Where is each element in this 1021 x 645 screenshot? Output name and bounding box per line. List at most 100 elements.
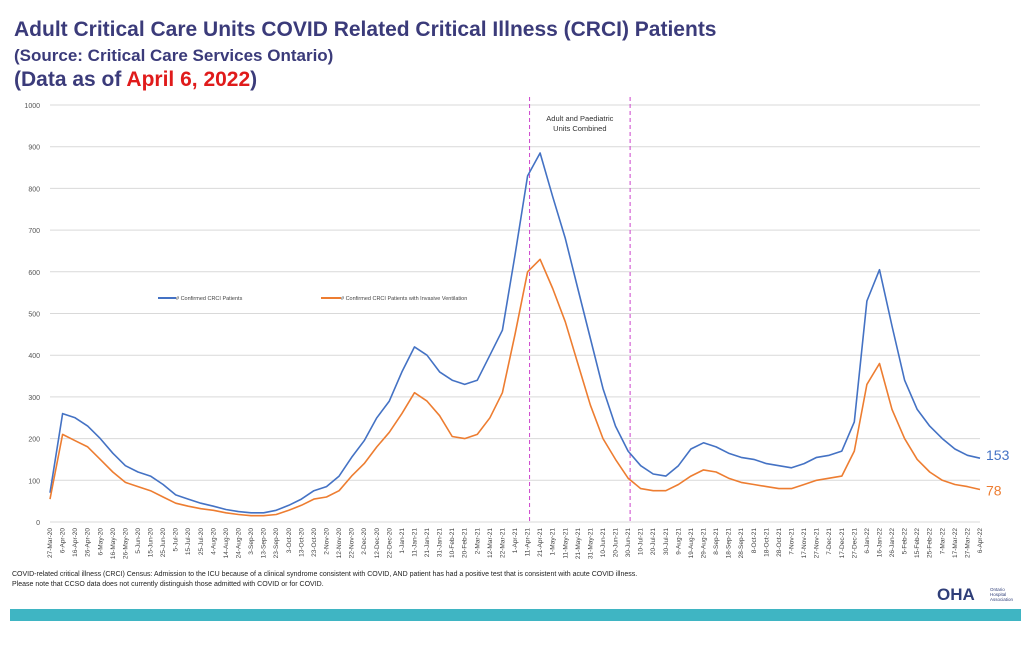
x-tick-label-20-Feb-21: 20-Feb-21	[462, 528, 469, 558]
y-tick-label-900: 900	[28, 145, 40, 152]
x-tick-label-29-Aug-21: 29-Aug-21	[701, 528, 708, 559]
x-tick-label-13-Oct-20: 13-Oct-20	[298, 528, 305, 557]
x-tick-label-17-Nov-21: 17-Nov-21	[801, 528, 808, 559]
grid-lines	[50, 104, 980, 523]
x-tick-label-2-Nov-20: 2-Nov-20	[323, 528, 330, 555]
end-value-confirmed: 153	[986, 447, 1010, 463]
x-tick-label-6-Apr-22: 6-Apr-22	[977, 528, 984, 554]
annotation-region: Adult and Paediatric Units Combined	[529, 97, 631, 522]
x-tick-label-12-Nov-20: 12-Nov-20	[336, 528, 343, 559]
x-tick-label-17-Dec-21: 17-Dec-21	[839, 528, 846, 559]
x-tick-label-17-Mar-22: 17-Mar-22	[952, 528, 959, 558]
x-tick-label-5-Jul-20: 5-Jul-20	[173, 528, 180, 552]
y-tick-label-700: 700	[28, 228, 40, 235]
x-tick-label-4-Aug-20: 4-Aug-20	[210, 528, 217, 555]
y-tick-label-500: 500	[28, 312, 40, 319]
asof-date: April 6, 2022	[126, 68, 251, 91]
x-tick-label-16-Apr-20: 16-Apr-20	[72, 528, 79, 557]
x-tick-label-31-May-21: 31-May-21	[587, 528, 594, 559]
x-tick-label-6-Jan-22: 6-Jan-22	[864, 528, 871, 554]
x-tick-label-16-May-20: 16-May-20	[110, 528, 117, 559]
x-tick-label-25-Jul-20: 25-Jul-20	[198, 528, 205, 555]
x-tick-label-7-Nov-21: 7-Nov-21	[788, 528, 795, 555]
x-tick-label-13-Sep-20: 13-Sep-20	[261, 528, 268, 559]
x-tick-label-5-Jun-20: 5-Jun-20	[135, 528, 142, 554]
asof-prefix: (Data as of	[14, 68, 127, 91]
x-tick-label-2-Mar-21: 2-Mar-21	[474, 528, 481, 555]
x-tick-label-2-Dec-20: 2-Dec-20	[361, 528, 368, 555]
x-tick-label-12-Mar-21: 12-Mar-21	[487, 528, 494, 558]
series-lines	[49, 152, 981, 517]
annotation-label-line2: Units Combined	[553, 124, 606, 133]
x-tick-label-22-Dec-20: 22-Dec-20	[386, 528, 393, 559]
x-tick-label-25-Jun-20: 25-Jun-20	[160, 528, 167, 558]
data-as-of: (Data as of April 6, 2022)	[14, 68, 257, 92]
x-tick-label-27-Nov-21: 27-Nov-21	[814, 528, 821, 559]
asof-suffix: )	[250, 68, 258, 91]
footnote-note: Please note that CCSO data does not curr…	[12, 581, 324, 588]
x-tick-label-10-Feb-21: 10-Feb-21	[449, 528, 456, 558]
x-tick-label-21-May-21: 21-May-21	[575, 528, 582, 559]
x-tick-label-20-Jul-21: 20-Jul-21	[650, 528, 657, 555]
x-tick-label-21-Apr-21: 21-Apr-21	[537, 528, 544, 557]
x-tick-label-1-May-21: 1-May-21	[550, 528, 557, 556]
x-tick-label-28-Oct-21: 28-Oct-21	[776, 528, 783, 557]
x-tick-label-11-Jan-21: 11-Jan-21	[411, 528, 418, 557]
x-tick-label-27-Mar-20: 27-Mar-20	[47, 528, 54, 558]
x-tick-label-5-Feb-22: 5-Feb-22	[902, 528, 909, 555]
y-tick-label-100: 100	[28, 478, 40, 485]
y-tick-label-300: 300	[28, 395, 40, 402]
x-tick-label-16-Jan-22: 16-Jan-22	[876, 528, 883, 558]
x-tick-label-18-Oct-21: 18-Oct-21	[763, 528, 770, 557]
y-tick-label-600: 600	[28, 270, 40, 277]
y-axis-ticks: 0 100 200 300 400 500 600 700 800 900 1000	[24, 103, 40, 527]
x-tick-label-19-Aug-21: 19-Aug-21	[688, 528, 695, 559]
x-tick-label-20-Jun-21: 20-Jun-21	[613, 528, 620, 558]
x-tick-label-7-Mar-22: 7-Mar-22	[939, 528, 946, 555]
x-tick-label-3-Oct-20: 3-Oct-20	[286, 528, 293, 554]
x-tick-label-15-Jun-20: 15-Jun-20	[148, 528, 155, 558]
x-tick-label-27-Mar-22: 27-Mar-22	[964, 528, 971, 558]
y-tick-label-1000: 1000	[24, 103, 40, 110]
x-tick-label-3-Sep-20: 3-Sep-20	[248, 528, 255, 555]
x-tick-label-25-Feb-22: 25-Feb-22	[927, 528, 934, 558]
x-tick-label-9-Aug-21: 9-Aug-21	[675, 528, 682, 555]
legend-label-confirmed: # Confirmed CRCI Patients	[176, 296, 243, 302]
y-tick-label-800: 800	[28, 186, 40, 193]
logo-line3: Association	[990, 597, 1014, 602]
x-tick-label-15-Feb-22: 15-Feb-22	[914, 528, 921, 558]
footnote-definition: COVID-related critical illness (CRCI) Ce…	[12, 571, 638, 578]
x-tick-label-8-Sep-21: 8-Sep-21	[713, 528, 720, 555]
oha-logo: OHA Ontario Hospital Association	[937, 585, 1021, 607]
x-axis-ticks: 27-Mar-20 6-Apr-20 16-Apr-20 26-Apr-20 6-May…	[47, 528, 984, 559]
chart-title: Adult Critical Care Units COVID Related …	[14, 18, 717, 41]
x-tick-label-12-Dec-20: 12-Dec-20	[374, 528, 381, 559]
x-tick-label-26-May-20: 26-May-20	[122, 528, 129, 559]
x-tick-label-18-Sep-21: 18-Sep-21	[726, 528, 733, 559]
x-tick-label-1-Apr-21: 1-Apr-21	[512, 528, 519, 554]
x-tick-label-14-Aug-20: 14-Aug-20	[223, 528, 230, 559]
x-tick-label-23-Oct-20: 23-Oct-20	[311, 528, 318, 557]
x-tick-label-23-Sep-20: 23-Sep-20	[273, 528, 280, 559]
x-tick-label-1-Jan-21: 1-Jan-21	[399, 528, 406, 554]
x-tick-label-11-May-21: 11-May-21	[562, 528, 569, 559]
y-tick-label-0: 0	[36, 520, 40, 527]
logo-line1: Ontario	[990, 587, 1005, 592]
series-line-1	[49, 258, 981, 517]
y-tick-label-400: 400	[28, 353, 40, 360]
series-line-0	[49, 152, 981, 514]
x-tick-label-24-Aug-20: 24-Aug-20	[236, 528, 243, 559]
end-value-ventilation: 78	[986, 482, 1002, 498]
logo-subtext: Ontario Hospital Association	[990, 587, 1013, 602]
x-tick-label-10-Jul-21: 10-Jul-21	[638, 528, 645, 555]
bottom-accent-bar	[10, 609, 1021, 621]
x-tick-label-22-Mar-21: 22-Mar-21	[499, 528, 506, 558]
legend[interactable]: # Confirmed CRCI Patients # Confirmed CR…	[158, 296, 467, 302]
x-tick-label-8-Oct-21: 8-Oct-21	[751, 528, 758, 554]
x-tick-label-30-Jul-21: 30-Jul-21	[663, 528, 670, 555]
logo-line2: Hospital	[990, 592, 1007, 597]
x-tick-label-21-Jan-21: 21-Jan-21	[424, 528, 431, 558]
x-tick-label-26-Jan-22: 26-Jan-22	[889, 528, 896, 558]
x-tick-label-28-Sep-21: 28-Sep-21	[738, 528, 745, 559]
